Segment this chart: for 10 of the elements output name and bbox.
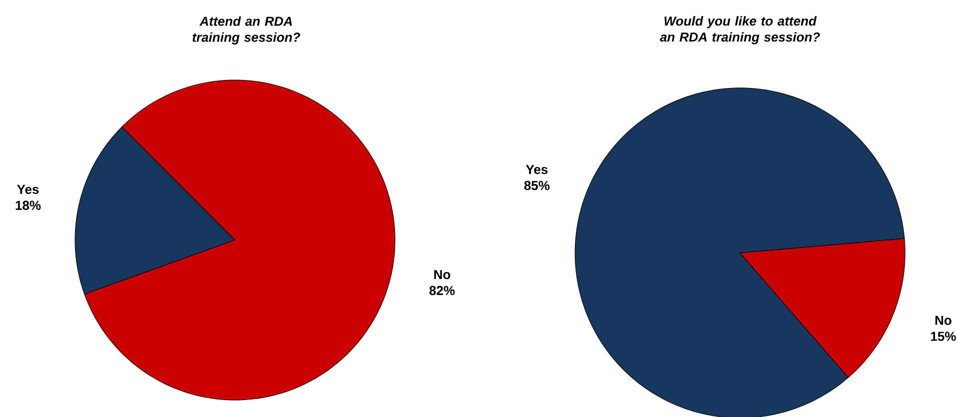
chart-title: Would you like to attend an RDA training session?: [660, 16, 820, 44]
slice-label: No: [434, 270, 450, 280]
data-label: 15%: [931, 332, 956, 341]
slice-label: Yes: [17, 184, 39, 194]
slice-label: Yes: [526, 165, 548, 174]
data-label: 85%: [524, 180, 550, 190]
data-label: 82%: [429, 286, 455, 296]
slice-label: No: [935, 316, 952, 325]
data-label: 18%: [16, 200, 41, 210]
chart-title: Attend an RDA training session?: [192, 16, 300, 44]
